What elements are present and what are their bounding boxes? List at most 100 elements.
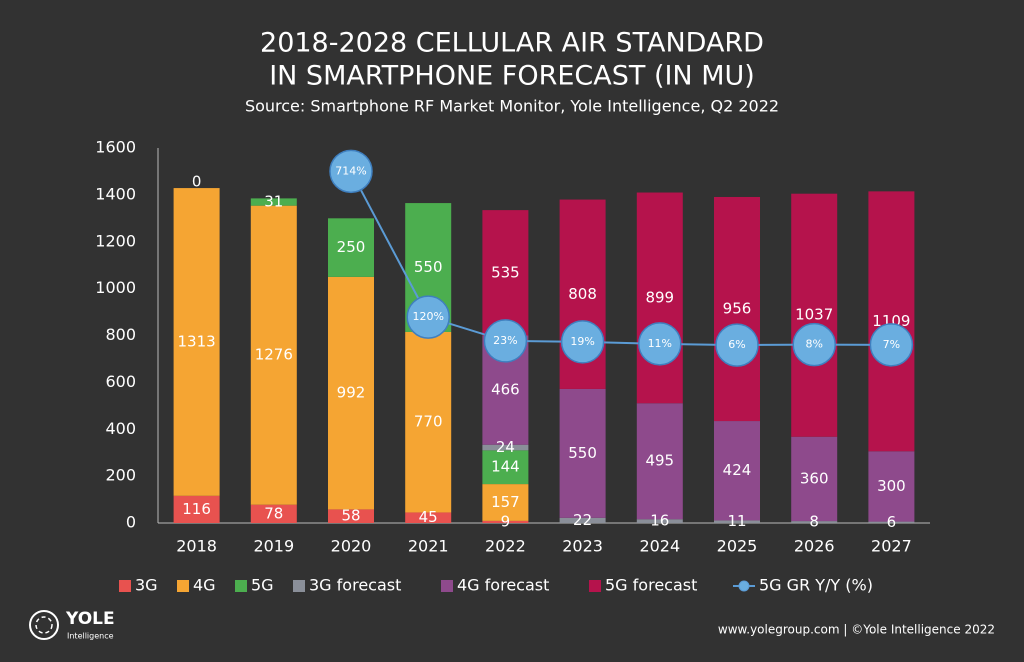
line-label: 19% bbox=[570, 335, 594, 348]
y-tick-label: 200 bbox=[105, 466, 136, 485]
data-label: 550 bbox=[414, 258, 443, 276]
data-label: 808 bbox=[568, 285, 597, 303]
line-marker bbox=[869, 323, 914, 367]
bar-segment bbox=[405, 512, 452, 523]
data-label: 144 bbox=[491, 458, 520, 476]
legend-swatch bbox=[589, 580, 601, 592]
data-label: 24 bbox=[496, 438, 515, 456]
bar-segment bbox=[636, 403, 683, 520]
logo-sub: Intelligence bbox=[67, 632, 114, 641]
line-marker bbox=[638, 322, 682, 366]
data-label: 956 bbox=[723, 300, 752, 318]
data-label: 58 bbox=[341, 507, 360, 525]
x-tick-label: 2027 bbox=[871, 537, 912, 556]
data-label: 78 bbox=[264, 504, 283, 522]
y-tick-label: 1400 bbox=[95, 184, 136, 203]
legend-label: 5G bbox=[251, 576, 274, 595]
data-label: 466 bbox=[491, 381, 520, 399]
bar-segment bbox=[482, 484, 529, 521]
y-tick-label: 1000 bbox=[95, 278, 136, 297]
line-marker bbox=[715, 323, 759, 367]
y-tick-label: 400 bbox=[105, 419, 136, 438]
legend-swatch bbox=[119, 580, 131, 592]
x-tick-label: 2018 bbox=[176, 537, 217, 556]
chart-title: IN SMARTPHONE FORECAST (IN MU) bbox=[269, 61, 755, 92]
bar-segment bbox=[791, 521, 838, 523]
data-label: 9 bbox=[501, 512, 511, 530]
data-label: 535 bbox=[491, 263, 520, 281]
bar-segment bbox=[482, 450, 529, 485]
bar-segment bbox=[328, 509, 374, 523]
bar-segment bbox=[250, 198, 297, 206]
bar-segment bbox=[250, 504, 297, 523]
data-label: 495 bbox=[645, 452, 674, 470]
line-marker bbox=[406, 295, 450, 339]
data-label: 116 bbox=[182, 500, 211, 518]
line-marker bbox=[483, 319, 528, 363]
bar-segment bbox=[714, 520, 760, 523]
data-label: 770 bbox=[414, 413, 443, 431]
legend-label: 4G bbox=[193, 576, 216, 595]
line-label: 23% bbox=[493, 334, 517, 347]
data-label: 6 bbox=[887, 513, 897, 531]
data-label: 550 bbox=[568, 444, 597, 462]
x-tick-label: 2023 bbox=[562, 537, 603, 556]
data-label: 1313 bbox=[178, 332, 216, 350]
data-label: 11 bbox=[727, 512, 746, 530]
x-tick-label: 2024 bbox=[639, 537, 680, 556]
legend-swatch bbox=[293, 580, 305, 592]
data-label: 1037 bbox=[795, 306, 833, 324]
line-label: 8% bbox=[805, 338, 822, 351]
bar-segment bbox=[636, 192, 683, 404]
bar-segment bbox=[791, 193, 838, 437]
logo: YOLE Intelligence bbox=[29, 609, 115, 641]
line-label: 714% bbox=[335, 164, 366, 177]
line-marker bbox=[560, 320, 605, 364]
data-label: 360 bbox=[800, 469, 829, 487]
legend-label: 5G GR Y/Y (%) bbox=[759, 576, 873, 595]
bar-segment bbox=[250, 205, 297, 505]
line-marker bbox=[329, 149, 373, 194]
legend-swatch bbox=[177, 580, 189, 592]
data-label: 992 bbox=[337, 384, 366, 402]
data-label: 1276 bbox=[255, 346, 293, 364]
bar-segment bbox=[173, 188, 220, 496]
x-tick-label: 2021 bbox=[408, 537, 449, 556]
y-tick-label: 1200 bbox=[95, 231, 136, 250]
data-label: 16 bbox=[650, 512, 669, 530]
bar-segment bbox=[868, 191, 915, 452]
data-label: 424 bbox=[723, 461, 752, 479]
y-tick-label: 800 bbox=[105, 325, 136, 344]
bar-segment bbox=[482, 520, 529, 523]
bar-segment bbox=[482, 210, 529, 336]
y-tick-label: 0 bbox=[126, 513, 136, 532]
line-label: 6% bbox=[728, 338, 745, 351]
logo-text: YOLE bbox=[65, 609, 115, 629]
data-label: 8 bbox=[809, 513, 819, 531]
data-label: 45 bbox=[419, 508, 438, 526]
chart-subtitle: Source: Smartphone RF Market Monitor, Yo… bbox=[245, 97, 779, 116]
logo-ring bbox=[35, 616, 53, 634]
bar-segment bbox=[559, 517, 606, 523]
x-tick-label: 2025 bbox=[717, 537, 758, 556]
x-tick-label: 2020 bbox=[331, 537, 372, 556]
legend-marker bbox=[738, 580, 750, 592]
line-label: 7% bbox=[883, 338, 900, 351]
bar-segment bbox=[791, 436, 838, 522]
x-tick-label: 2022 bbox=[485, 537, 526, 556]
data-label: 899 bbox=[645, 288, 674, 306]
logo-ring bbox=[29, 610, 59, 640]
legend-label: 5G forecast bbox=[605, 576, 697, 595]
bar-segment bbox=[328, 276, 374, 510]
legend: 3G 4G 5G 3G forecast 4G forecast 5G forecast 5… bbox=[119, 576, 873, 595]
legend-label: 4G forecast bbox=[457, 576, 549, 595]
bar-segment bbox=[714, 421, 760, 521]
bar-segment bbox=[714, 196, 760, 422]
bar-segment bbox=[636, 519, 683, 523]
bar-segment bbox=[868, 451, 915, 522]
data-label: 250 bbox=[337, 238, 366, 256]
line-label: 11% bbox=[648, 337, 672, 350]
line-marker bbox=[792, 322, 836, 367]
x-tick-label: 2026 bbox=[794, 537, 835, 556]
